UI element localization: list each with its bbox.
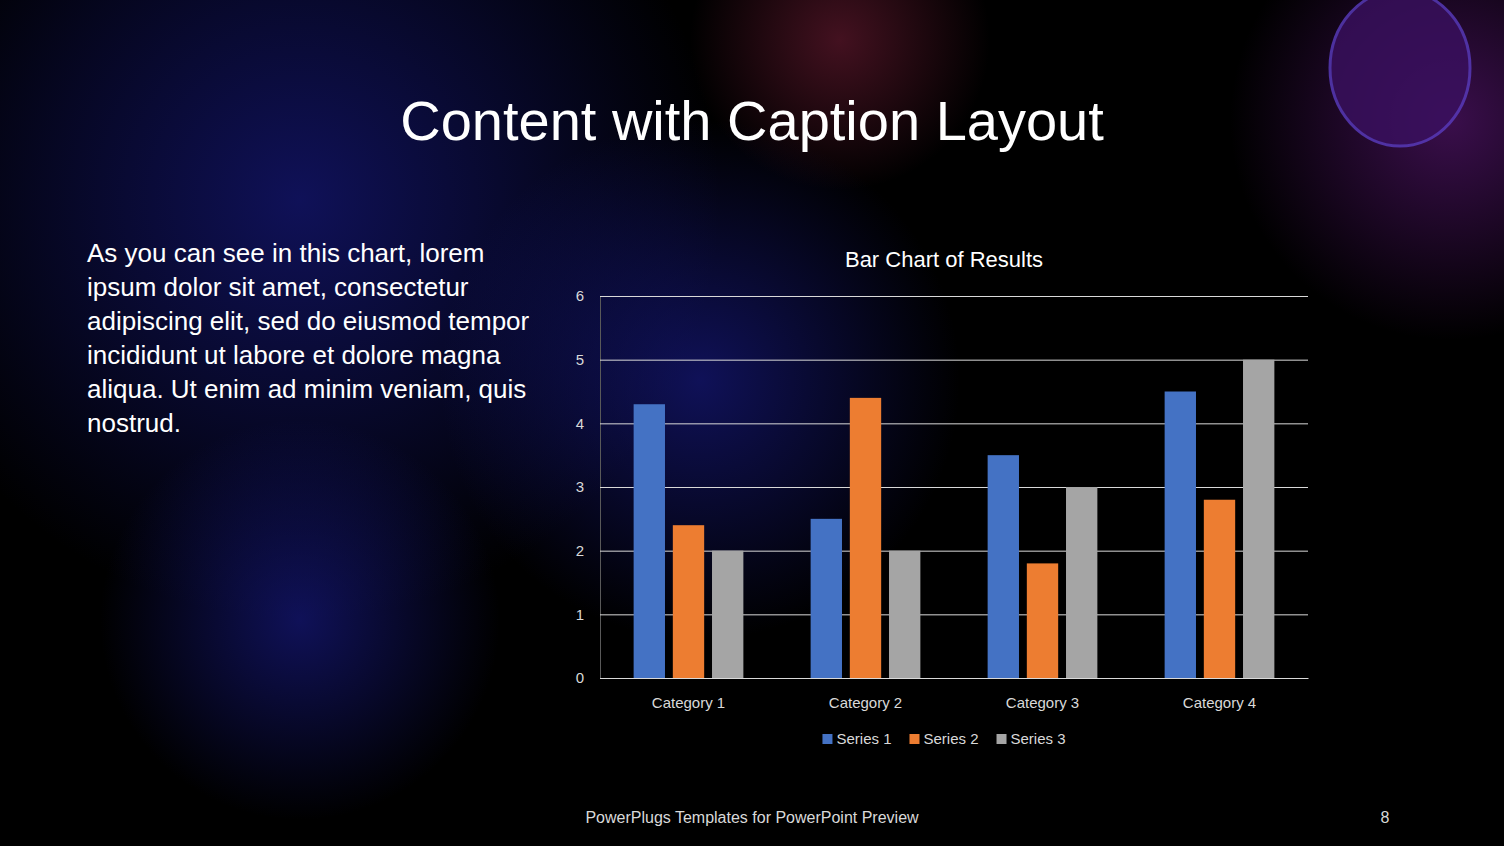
slide-title: Content with Caption Layout <box>400 89 1104 152</box>
legend: Series 1 Series 2 Series 3 <box>822 730 1065 747</box>
y-tick-label: 2 <box>576 542 584 559</box>
x-axis-line <box>601 678 1309 679</box>
corner-icon <box>1330 0 1470 146</box>
x-tick: Category 4 <box>1183 678 1256 711</box>
grid-line <box>600 296 1308 297</box>
grid-line <box>600 487 1308 488</box>
legend-label: Series 1 <box>836 730 891 747</box>
bar <box>673 525 704 678</box>
bar <box>1165 392 1196 679</box>
caption: As you can see in this chart, lorem ipsu… <box>87 236 537 440</box>
bar <box>712 551 743 678</box>
bars <box>634 360 1275 678</box>
background-blob <box>100 420 500 820</box>
legend-item: Series 2 <box>909 730 978 747</box>
x-tick: Category 1 <box>652 678 725 711</box>
y-tick: 6 <box>576 287 1308 304</box>
grid-line <box>600 551 1308 552</box>
bar <box>889 551 920 678</box>
y-tick: 4 <box>576 415 1308 432</box>
legend-swatch <box>909 734 919 744</box>
footer: PowerPlugs Templates for PowerPoint Prev… <box>585 809 919 826</box>
bar <box>1204 500 1235 678</box>
x-tick: Category 3 <box>1006 678 1079 711</box>
grid-line <box>600 360 1308 361</box>
chart: Bar Chart of Results0123456Category 1Cat… <box>576 247 1309 747</box>
bar <box>634 404 665 678</box>
bar <box>988 455 1019 678</box>
legend-label: Series 3 <box>1011 730 1066 747</box>
x-axis: Category 1 Category 2 Category 3 Category 4 <box>601 678 1309 711</box>
background <box>0 0 1504 846</box>
grid-line <box>600 614 1308 615</box>
legend-item: Series 3 <box>997 730 1066 747</box>
x-tick-label: Category 4 <box>1183 694 1256 711</box>
y-tick-label: 4 <box>576 415 584 432</box>
x-tick-label: Category 3 <box>1006 694 1079 711</box>
y-tick: 3 <box>576 478 1308 495</box>
legend-swatch <box>822 734 832 744</box>
y-tick-label: 1 <box>576 606 584 623</box>
x-tick-label: Category 2 <box>829 694 902 711</box>
y-tick-label: 5 <box>576 351 584 368</box>
page-number: 8 <box>1381 809 1390 826</box>
grid-line <box>600 678 1308 679</box>
bar <box>850 398 881 678</box>
chart-title: Bar Chart of Results <box>845 247 1043 272</box>
x-tick: Category 2 <box>829 678 902 711</box>
slide-canvas: Content with Caption Layout PowerPlugs Te… <box>0 0 1504 846</box>
y-tick-label: 0 <box>576 669 584 686</box>
bar <box>1027 563 1058 678</box>
x-tick-label: Category 1 <box>652 694 725 711</box>
slide: Content with Caption Layout PowerPlugs Te… <box>0 0 1504 846</box>
grid-line <box>600 423 1308 424</box>
y-axis: 0 1 2 3 4 5 6 <box>576 287 1308 686</box>
y-tick: 5 <box>576 351 1308 368</box>
legend-label: Series 2 <box>923 730 978 747</box>
legend-swatch <box>997 734 1007 744</box>
y-tick-label: 3 <box>576 478 584 495</box>
y-tick-label: 6 <box>576 287 584 304</box>
background-blob <box>1230 0 1504 340</box>
bar <box>1243 360 1274 678</box>
bar <box>811 519 842 678</box>
legend-item: Series 1 <box>822 730 891 747</box>
bar <box>1066 487 1097 678</box>
